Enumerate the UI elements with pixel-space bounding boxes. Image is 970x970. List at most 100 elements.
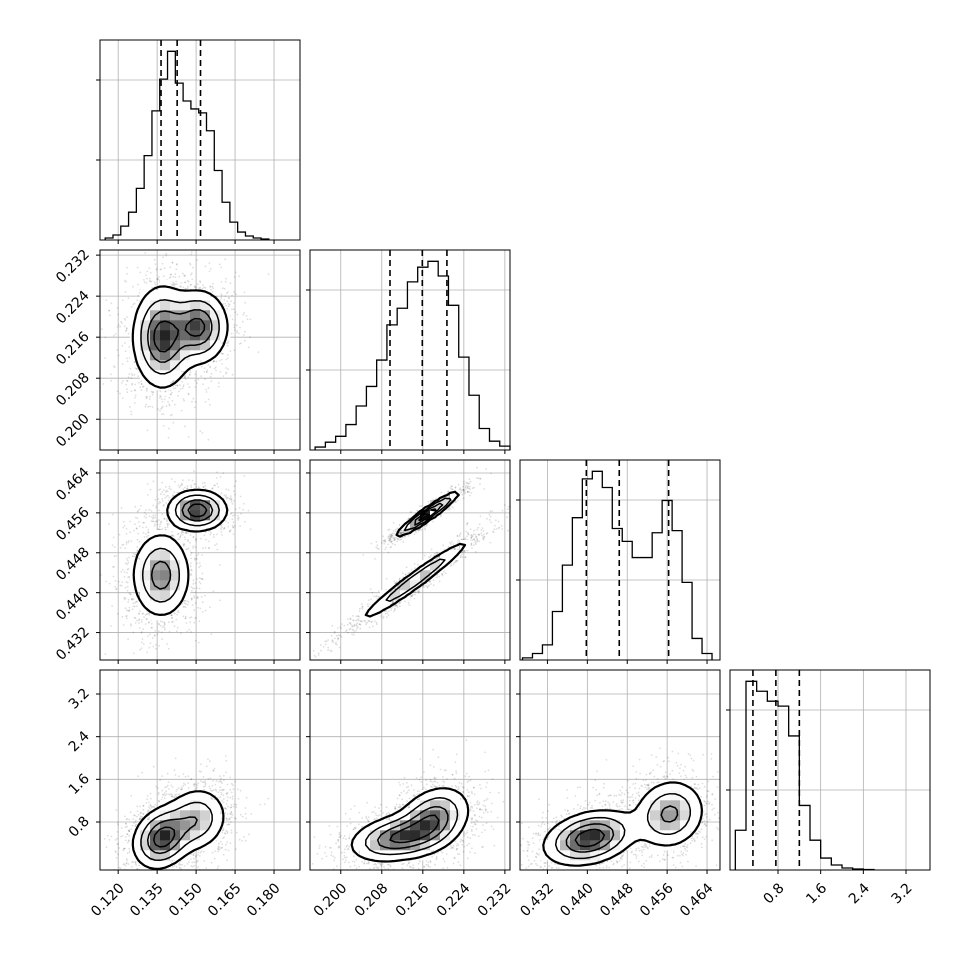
scatter-point [152,391,154,394]
scatter-point [160,521,162,524]
scatter-point [196,587,198,589]
scatter-point [142,643,145,645]
scatter-point [121,615,124,618]
scatter-frame [99,249,301,451]
density-cell [170,360,181,371]
scatter-point [226,354,229,356]
scatter-point [205,538,207,541]
scatter-point [176,263,178,265]
scatter-point [140,382,143,385]
scatter-point [225,494,227,497]
scatter-point [126,617,128,620]
scatter-point [133,529,136,532]
scatter-point [361,603,363,605]
scatter-point [132,602,135,605]
scatter-point [166,526,169,528]
scatter-point [121,322,123,324]
scatter-point [139,610,142,612]
scatter-point [221,363,224,365]
density-cell [180,490,191,501]
scatter-point [145,516,148,519]
scatter-points [312,466,510,658]
scatter-point [135,368,138,370]
scatter-point [119,584,122,587]
scatter-point [193,587,196,590]
density-cell [140,320,151,331]
scatter-point [224,295,227,297]
scatter-point [167,400,170,403]
scatter-point [208,546,210,549]
scatter-point [227,340,230,343]
scatter-point [185,622,188,624]
scatter-point [187,285,190,288]
scatter-point [128,575,131,578]
scatter-point [195,539,198,542]
scatter-point [232,514,234,517]
scatter-point [164,395,167,398]
scatter-point [110,625,113,627]
scatter-point [358,607,361,610]
scatter-point [221,352,224,355]
scatter-point [159,501,162,504]
scatter-point [138,541,141,543]
scatter-point [136,510,139,513]
scatter-point [198,620,201,623]
scatter-point [190,597,193,600]
scatter-point [201,432,204,434]
scatter-point [205,388,208,391]
scatter-point [184,606,187,608]
scatter-point [232,308,235,311]
scatter-point [166,643,169,645]
scatter-point [199,286,202,289]
scatter-point [187,539,190,541]
scatter-point [430,548,433,551]
density-cell [160,290,171,301]
scatter-point [238,343,241,345]
scatter-point [178,486,181,489]
scatter-point [139,627,141,629]
scatter-point [197,553,200,555]
scatter-point [193,285,196,288]
scatter-point [145,509,147,511]
scatter-point [133,605,136,608]
scatter-point [158,528,161,531]
density-cell [180,510,191,521]
scatter-point [461,556,464,558]
density-cell [180,570,191,581]
scatter-point [118,533,121,536]
scatter-point [128,592,131,595]
scatter-point [131,608,134,611]
scatter-point [222,303,224,305]
scatter-point [164,390,167,393]
density-cell [190,300,201,311]
scatter-point [159,397,161,399]
scatter-point [247,509,250,512]
scatter-point [172,385,175,387]
scatter-point [101,328,103,330]
scatter-point [133,302,136,305]
scatter-point [503,504,506,506]
scatter-point [224,258,227,261]
scatter-point [233,324,236,326]
scatter-point [187,547,190,550]
scatter-point [140,380,143,383]
scatter-point [145,282,148,284]
scatter-point [160,631,163,634]
scatter-point [214,366,217,368]
scatter-point [233,291,235,293]
scatter-point [154,499,157,501]
scatter-point [212,360,215,363]
scatter-point [171,261,174,264]
scatter-point [119,392,121,395]
density-cell [190,510,201,521]
scatter-point [146,483,149,485]
scatter-point [172,387,175,390]
scatter-point [177,484,180,487]
density-cell [220,330,231,341]
scatter-point [226,344,229,347]
scatter-point [197,606,200,609]
scatter-point [190,616,193,618]
scatter-point [154,523,156,525]
scatter-point [217,486,220,488]
